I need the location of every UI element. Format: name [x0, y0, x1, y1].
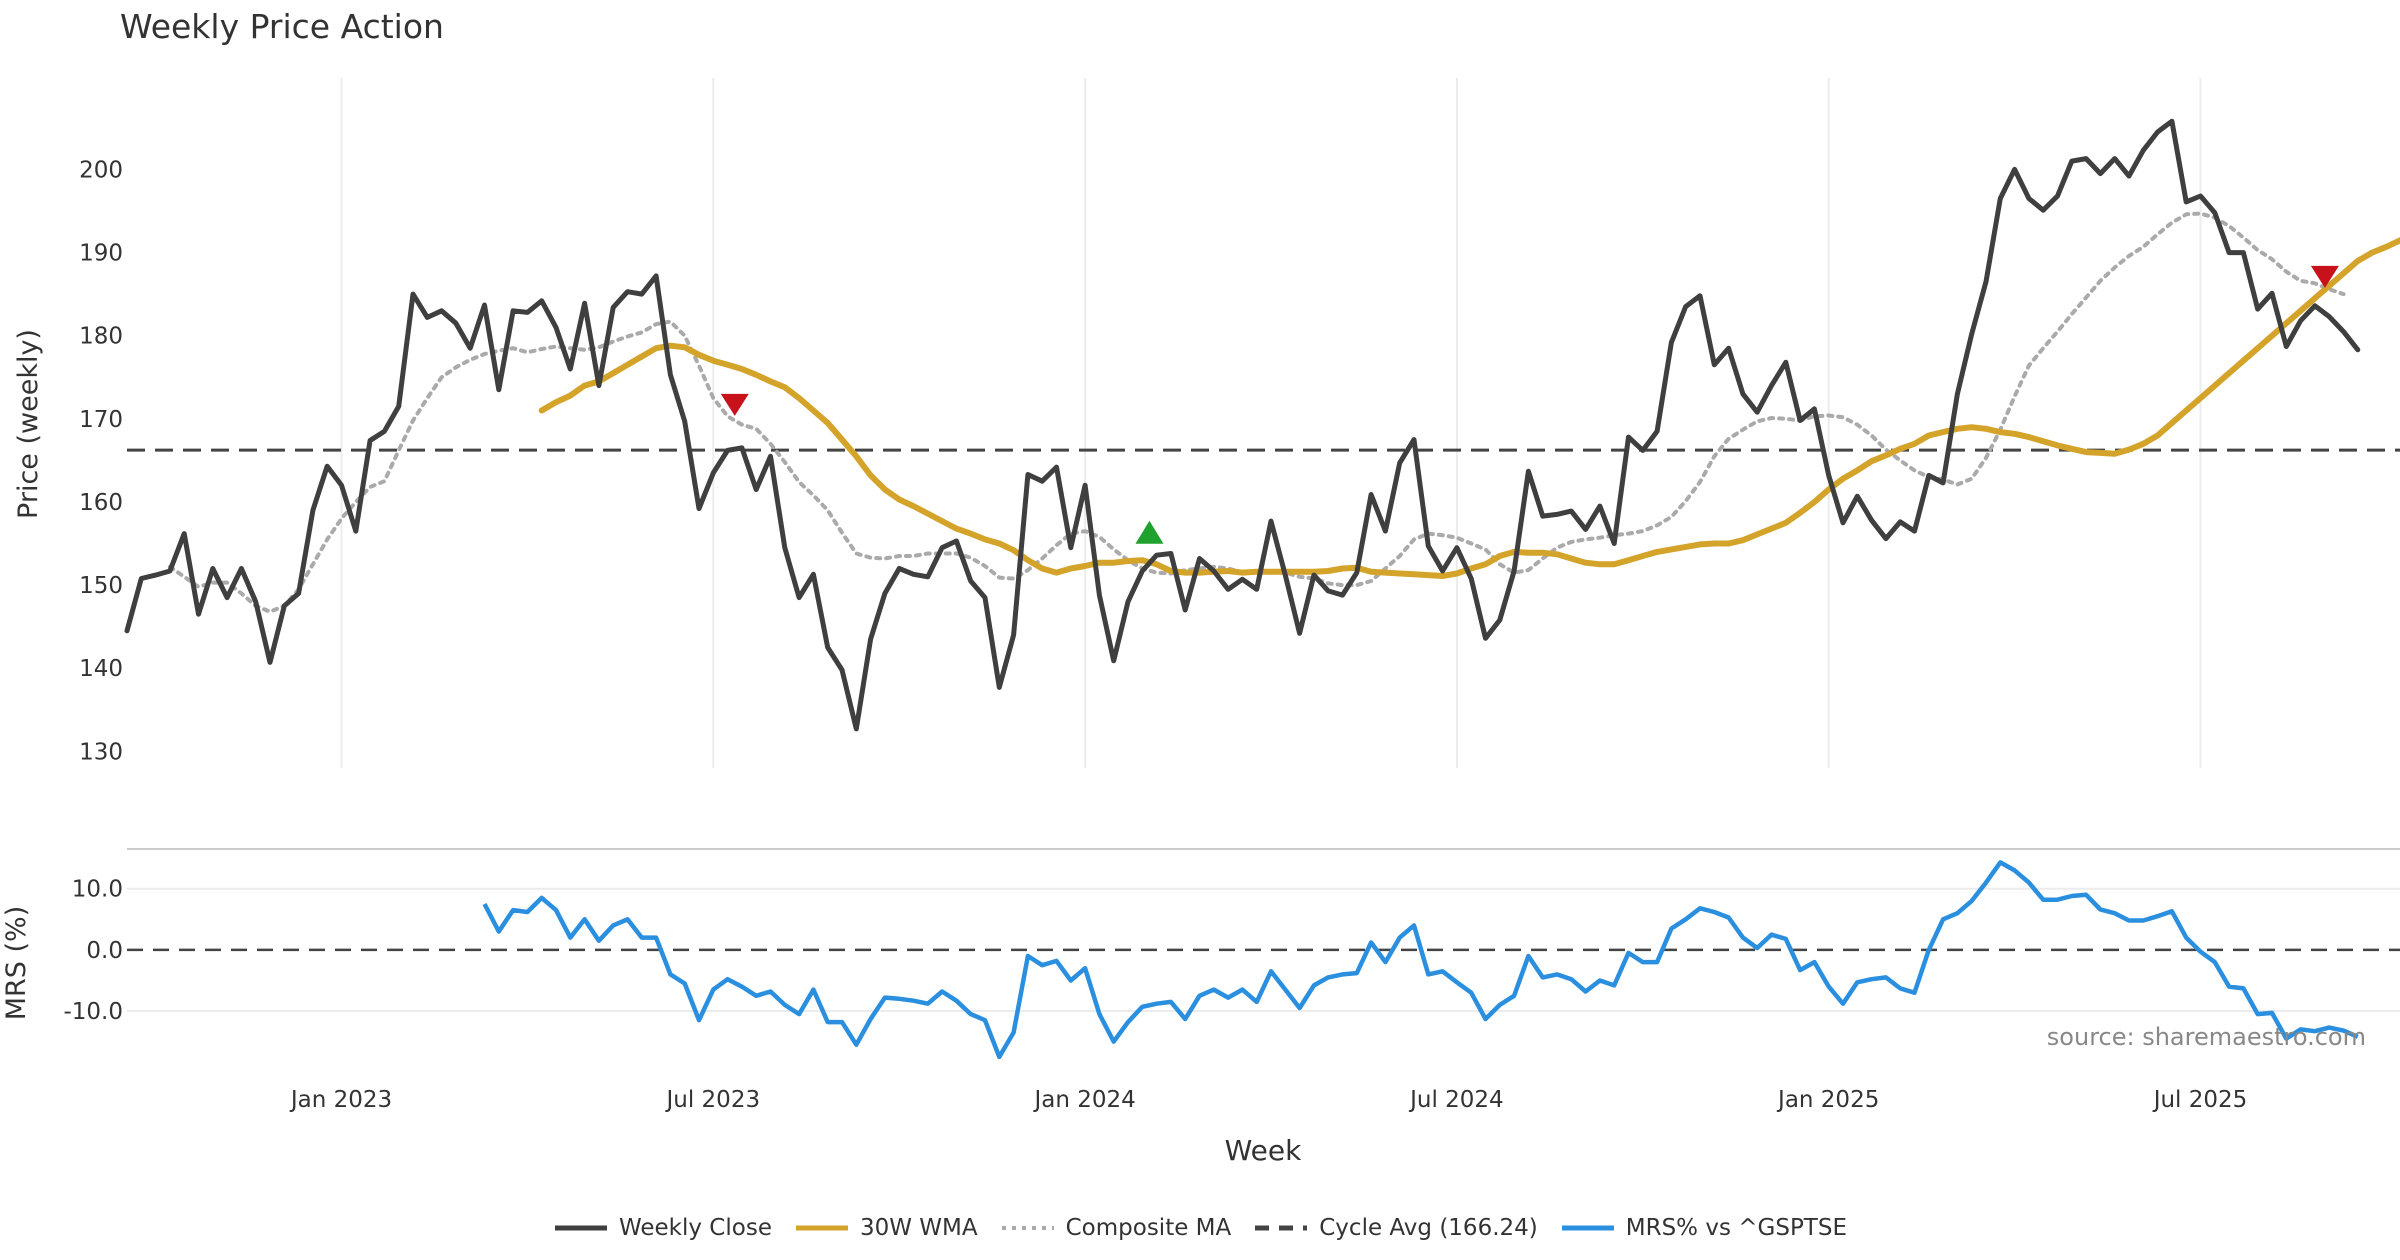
series-mrs [482, 860, 2359, 1060]
signal-markers [720, 265, 2339, 544]
mrs-tick-label: 10.0 [72, 877, 123, 903]
legend-swatch [1255, 1225, 1308, 1231]
legend-item: MRS% vs ^GSPTSE [1560, 1215, 1847, 1241]
series-weekly-close [124, 118, 2361, 732]
chart-legend: Weekly Close 30W WMA Composite MA Cycle Avg… [0, 1210, 2400, 1246]
legend-swatch [795, 1225, 848, 1231]
x-tick-label: Jan 2025 [1776, 1087, 1879, 1113]
series-layer [124, 118, 2400, 1060]
axis-labels: Jan 2023 Jul 2023 Jan 2024 Jul 2024 Jan 2025… [63, 157, 2247, 1113]
price-tick-label: 150 [79, 573, 123, 599]
price-tick-label: 200 [79, 157, 123, 183]
buy-signal-marker [1135, 520, 1164, 544]
grid-layer [127, 78, 2400, 1013]
price-tick-label: 160 [79, 490, 123, 516]
legend-item: 30W WMA [794, 1215, 978, 1241]
price-tick-label: 130 [79, 739, 123, 765]
legend-label: 30W WMA [859, 1215, 978, 1241]
series-30w-wma [538, 237, 2400, 579]
x-tick-label: Jan 2024 [1032, 1087, 1135, 1113]
x-tick-label: Jul 2025 [2152, 1087, 2248, 1113]
legend-label: MRS% vs ^GSPTSE [1625, 1215, 1847, 1241]
mrs-tick-label: -10.0 [63, 999, 123, 1025]
legend-label: Cycle Avg (166.24) [1319, 1215, 1538, 1241]
x-tick-label: Jan 2023 [289, 1087, 392, 1113]
price-axis-label: Price (weekly) [13, 329, 44, 519]
x-tick-label: Jul 2024 [1408, 1087, 1504, 1113]
legend-swatch [554, 1225, 607, 1231]
legend-swatch [1001, 1226, 1054, 1230]
legend-swatch [1561, 1225, 1614, 1231]
x-tick-label: Jul 2023 [664, 1087, 760, 1113]
series-composite-ma [167, 211, 2346, 614]
sell-signal-marker [720, 393, 749, 416]
legend-label: Composite MA [1065, 1215, 1232, 1241]
reference-lines [127, 448, 2400, 952]
source-note: source: sharemaestro.com [2047, 1023, 2366, 1051]
legend-label: Weekly Close [618, 1215, 772, 1241]
x-axis-label: Week [1225, 1134, 1302, 1167]
chart-title: Weekly Price Action [120, 7, 444, 46]
price-tick-label: 140 [79, 656, 123, 682]
price-tick-label: 170 [79, 407, 123, 433]
price-tick-label: 180 [79, 324, 123, 350]
sell-signal-marker [2310, 265, 2339, 288]
price-tick-label: 190 [79, 241, 123, 267]
mrs-tick-label: 0.0 [86, 938, 123, 964]
legend-item: Composite MA [1000, 1215, 1232, 1241]
legend-item: Cycle Avg (166.24) [1253, 1215, 1538, 1241]
mrs-axis-label: MRS (%) [1, 906, 32, 1021]
legend-item: Weekly Close [553, 1215, 772, 1241]
